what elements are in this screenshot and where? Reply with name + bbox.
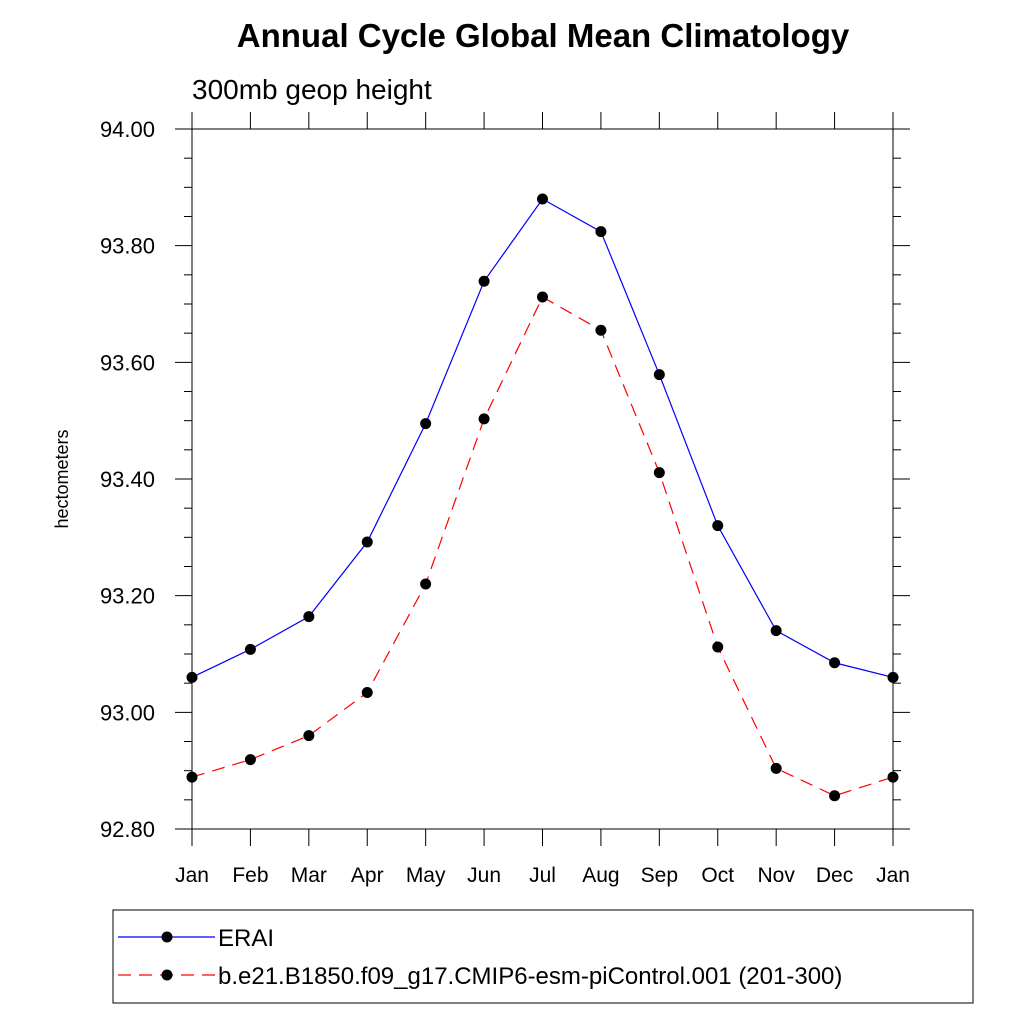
plot-frame: [191, 128, 894, 830]
legend-marker: [161, 931, 173, 943]
data-point: [712, 520, 724, 532]
x-tick-label: Jan: [175, 864, 209, 887]
data-point: [420, 418, 432, 430]
data-point: [829, 790, 841, 802]
x-tick-label: Jun: [467, 864, 501, 887]
series-line: [191, 296, 894, 797]
data-point: [653, 369, 665, 381]
data-point: [653, 467, 665, 479]
data-point: [887, 671, 899, 683]
data-point: [244, 643, 256, 655]
x-tick-label: Jan: [876, 864, 910, 887]
data-point: [712, 641, 724, 653]
data-point: [478, 413, 490, 425]
x-tick-label: Dec: [816, 864, 853, 887]
x-tick-label: Mar: [291, 864, 327, 887]
data-point: [595, 226, 607, 238]
series-line: [191, 198, 894, 678]
x-tick-label: Aug: [582, 864, 619, 887]
data-point: [537, 193, 548, 205]
data-point: [420, 578, 432, 590]
x-tick-label: Oct: [701, 864, 734, 887]
data-point: [303, 611, 315, 623]
x-tick-label: May: [406, 864, 446, 887]
data-point: [361, 536, 373, 548]
y-tick-label: 93.80: [100, 234, 155, 259]
x-tick-label: Apr: [351, 864, 384, 887]
y-tick-label: 93.20: [100, 584, 155, 609]
legend: ERAI b.e21.B1850.f09_g17.CMIP6-esm-piCont…: [112, 909, 974, 1004]
series-0: [186, 193, 899, 683]
axes: 92.80 93.00 93.20 93.40 93.60 93.80 94.00 Jan Fe…: [100, 112, 910, 887]
data-point: [478, 275, 490, 287]
series-1: [186, 291, 899, 802]
legend-label: b.e21.B1850.f09_g17.CMIP6-esm-piControl.…: [218, 963, 842, 990]
chart-subtitle: 300mb geop height: [192, 74, 432, 105]
data-point: [186, 771, 198, 783]
data-point: [537, 291, 548, 303]
legend-label: ERAI: [218, 925, 274, 952]
series-layer: [186, 193, 899, 802]
y-tick-label: 93.40: [100, 467, 155, 492]
data-point: [186, 671, 198, 683]
x-tick-label: Nov: [757, 864, 795, 887]
data-point: [244, 754, 256, 766]
data-point: [829, 657, 841, 669]
y-tick-label: 93.00: [100, 700, 155, 725]
y-axis-label: hectometers: [52, 429, 72, 528]
x-tick-label: Sep: [641, 864, 678, 887]
y-tick-label: 93.60: [100, 350, 155, 375]
legend-marker: [161, 969, 173, 981]
y-tick-label: 92.80: [100, 817, 155, 842]
data-point: [361, 687, 373, 698]
x-tick-label: Jul: [529, 864, 556, 887]
data-point: [770, 762, 782, 774]
y-tick-label: 94.00: [100, 117, 155, 142]
data-point: [887, 771, 899, 783]
data-point: [303, 730, 315, 742]
chart-title: Annual Cycle Global Mean Climatology: [237, 17, 850, 54]
legend-box: [112, 909, 974, 1004]
data-point: [770, 625, 782, 637]
x-tick-label: Feb: [232, 864, 268, 887]
data-point: [595, 324, 607, 336]
